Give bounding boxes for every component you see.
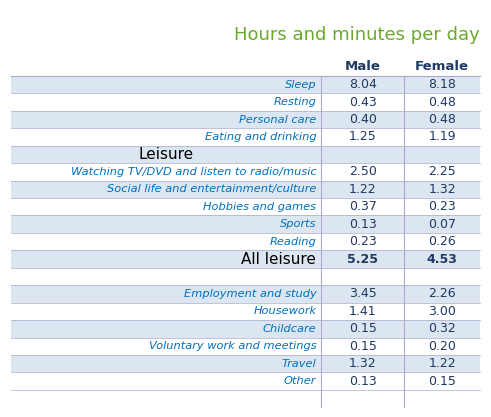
Bar — [11, 198, 480, 216]
Text: Childcare: Childcare — [263, 324, 316, 334]
Text: Resting: Resting — [273, 97, 316, 107]
Bar — [11, 76, 480, 93]
Text: All leisure: All leisure — [242, 251, 316, 266]
Text: Sleep: Sleep — [285, 80, 316, 90]
Text: Hours and minutes per day: Hours and minutes per day — [234, 26, 480, 44]
Bar — [11, 233, 480, 250]
Text: 0.32: 0.32 — [428, 322, 456, 335]
Text: 0.43: 0.43 — [349, 95, 377, 108]
Bar — [11, 250, 480, 268]
Text: Hobbies and games: Hobbies and games — [203, 202, 316, 212]
Text: Travel: Travel — [282, 359, 316, 369]
Text: 0.37: 0.37 — [349, 200, 377, 213]
Text: 2.50: 2.50 — [349, 166, 377, 178]
Text: 0.13: 0.13 — [349, 218, 377, 231]
Text: 5.25: 5.25 — [347, 253, 378, 266]
Text: Sports: Sports — [280, 219, 316, 229]
Text: 0.40: 0.40 — [349, 113, 377, 126]
Text: Voluntary work and meetings: Voluntary work and meetings — [149, 341, 316, 351]
Text: Watching TV/DVD and listen to radio/music: Watching TV/DVD and listen to radio/musi… — [71, 167, 316, 177]
Text: Leisure: Leisure — [139, 147, 194, 162]
Text: 8.18: 8.18 — [428, 78, 456, 91]
Text: 0.07: 0.07 — [428, 218, 456, 231]
Bar — [11, 303, 480, 320]
Text: 1.19: 1.19 — [428, 131, 456, 143]
Text: 1.41: 1.41 — [349, 305, 377, 318]
Bar — [11, 111, 480, 128]
Bar — [11, 338, 480, 355]
Text: 1.32: 1.32 — [349, 357, 377, 370]
Text: 2.25: 2.25 — [428, 166, 456, 178]
Text: 0.20: 0.20 — [428, 340, 456, 353]
Text: 0.23: 0.23 — [428, 200, 456, 213]
Text: Other: Other — [284, 376, 316, 386]
Text: 0.26: 0.26 — [428, 235, 456, 248]
Text: Personal care: Personal care — [239, 115, 316, 125]
Text: 4.53: 4.53 — [427, 253, 458, 266]
Text: 0.13: 0.13 — [349, 374, 377, 388]
Text: Housework: Housework — [253, 306, 316, 317]
Text: 0.48: 0.48 — [428, 113, 456, 126]
Text: 3.00: 3.00 — [428, 305, 456, 318]
Text: 8.04: 8.04 — [349, 78, 377, 91]
Text: 0.48: 0.48 — [428, 95, 456, 108]
Text: 1.25: 1.25 — [349, 131, 377, 143]
Bar — [11, 128, 480, 146]
Text: 1.32: 1.32 — [428, 183, 456, 196]
Bar — [11, 181, 480, 198]
Bar — [11, 372, 480, 390]
Text: 1.22: 1.22 — [349, 183, 377, 196]
Bar — [11, 163, 480, 181]
Bar — [11, 320, 480, 338]
Text: Reading: Reading — [270, 236, 316, 246]
Text: 0.15: 0.15 — [428, 374, 456, 388]
Bar — [11, 285, 480, 303]
Bar — [11, 268, 480, 285]
Text: Employment and study: Employment and study — [184, 289, 316, 299]
Bar — [11, 355, 480, 372]
Text: Social life and entertainment/culture: Social life and entertainment/culture — [107, 184, 316, 194]
Text: Eating and drinking: Eating and drinking — [205, 132, 316, 142]
Text: 0.15: 0.15 — [349, 340, 377, 353]
Text: Male: Male — [345, 60, 381, 73]
Text: 2.26: 2.26 — [428, 287, 456, 301]
Text: 1.22: 1.22 — [428, 357, 456, 370]
Bar — [11, 146, 480, 163]
Text: 0.15: 0.15 — [349, 322, 377, 335]
Text: 0.23: 0.23 — [349, 235, 377, 248]
Bar — [11, 93, 480, 111]
Bar — [11, 216, 480, 233]
Text: 3.45: 3.45 — [349, 287, 377, 301]
Text: Female: Female — [415, 60, 469, 73]
